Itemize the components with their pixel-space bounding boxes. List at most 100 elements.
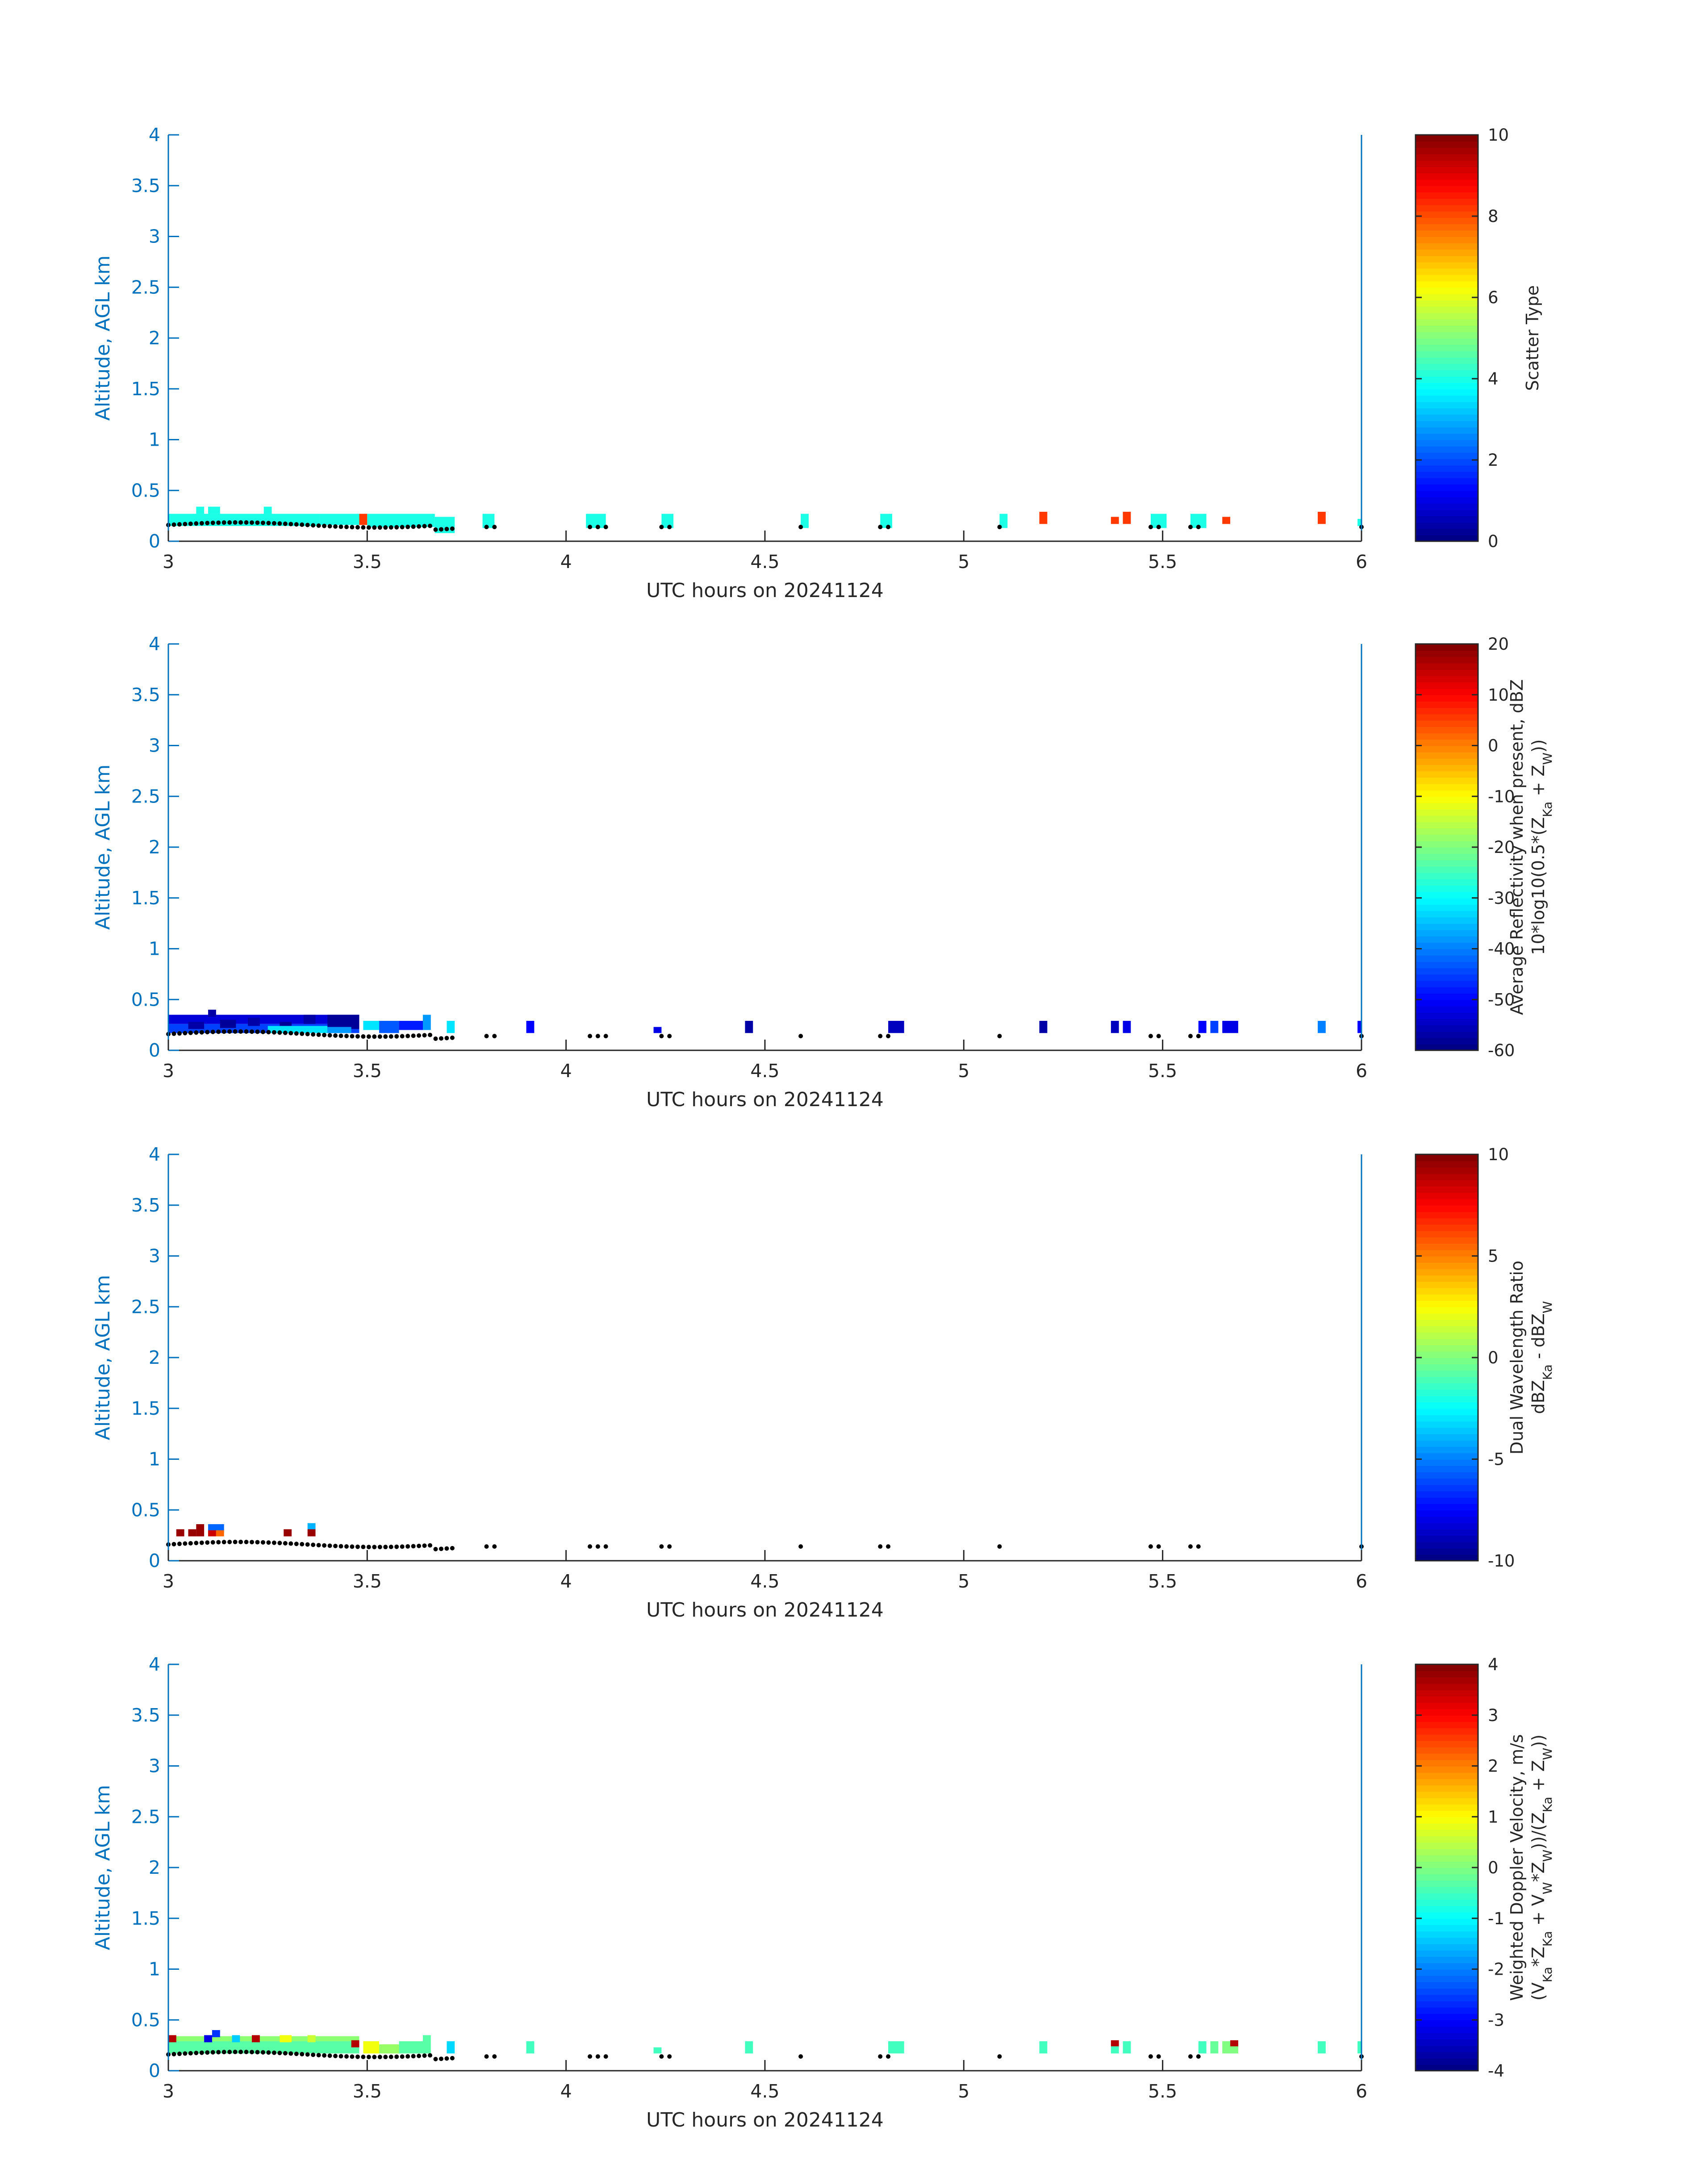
colorbar-segment xyxy=(1416,255,1478,263)
colorbar-segment xyxy=(1416,891,1478,898)
altitude-dot xyxy=(316,523,321,528)
altitude-dot xyxy=(484,2054,489,2059)
colorbar-segment xyxy=(1416,1823,1478,1830)
colorbar-segment xyxy=(1416,389,1478,396)
colorbar-segment xyxy=(1416,167,1478,174)
heatmap-cell xyxy=(212,2030,220,2037)
colorbar-segment xyxy=(1416,414,1478,421)
colorbar-segment xyxy=(1416,1880,1478,1887)
altitude-dot xyxy=(183,1031,188,1036)
colorbar-segment xyxy=(1416,1262,1478,1269)
colorbar-segment xyxy=(1416,2052,1478,2059)
altitude-dot xyxy=(377,525,382,530)
heatmap-cell xyxy=(447,1021,455,1033)
altitude-dot xyxy=(444,2056,449,2061)
colorbar-segment xyxy=(1416,471,1478,478)
altitude-dot xyxy=(266,521,271,526)
altitude-dot xyxy=(344,1544,349,1549)
x-tick-label: 6 xyxy=(1356,2081,1367,2102)
heatmap-cell xyxy=(284,1529,292,1537)
colorbar-tick-label: -5 xyxy=(1488,1450,1504,1469)
altitude-dot xyxy=(227,2050,232,2055)
altitude-dot xyxy=(1188,1034,1193,1039)
colorbar-segment xyxy=(1416,459,1478,466)
colorbar-segment xyxy=(1416,752,1478,759)
colorbar-segment xyxy=(1416,1899,1478,1906)
colorbar-segment xyxy=(1416,1842,1478,1849)
heatmap-cell xyxy=(307,1523,316,1529)
colorbar-segment xyxy=(1416,224,1478,231)
altitude-dot xyxy=(322,2053,327,2058)
altitude-dot xyxy=(311,1542,316,1547)
altitude-dot xyxy=(428,523,433,528)
colorbar-tick-label: -1 xyxy=(1488,1909,1504,1928)
colorbar-segment xyxy=(1416,1548,1478,1555)
altitude-dot xyxy=(283,1030,288,1035)
altitude-dot xyxy=(484,1544,489,1549)
y-tick-label: 4 xyxy=(149,1144,160,1165)
altitude-dot xyxy=(294,1031,299,1036)
altitude-dot xyxy=(422,1033,427,1038)
altitude-dot xyxy=(250,520,255,525)
colorbar-segment xyxy=(1416,809,1478,816)
colorbar-segment xyxy=(1416,1835,1478,1843)
altitude-dot xyxy=(411,524,416,529)
altitude-dot xyxy=(177,1031,182,1036)
x-tick-label: 3.5 xyxy=(353,551,382,572)
colorbar-segment xyxy=(1416,1396,1478,1403)
colorbar-segment xyxy=(1416,688,1478,695)
heatmap-cell xyxy=(307,1529,316,1537)
altitude-dot xyxy=(798,525,803,530)
altitude-dot xyxy=(238,2049,243,2054)
altitude-dot xyxy=(659,1544,664,1549)
colorbar-segment xyxy=(1416,1963,1478,1970)
altitude-dot xyxy=(288,2051,293,2056)
altitude-dot xyxy=(377,2055,382,2060)
altitude-dot xyxy=(177,2052,182,2056)
colorbar-segment xyxy=(1416,993,1478,1000)
colorbar-segment xyxy=(1416,205,1478,212)
altitude-dot xyxy=(595,1034,600,1039)
colorbar-segment xyxy=(1416,211,1478,218)
altitude-dot xyxy=(383,525,388,530)
colorbar-segment xyxy=(1416,879,1478,886)
altitude-dot xyxy=(411,2054,416,2059)
altitude-dot xyxy=(227,1029,232,1034)
heatmap-cell xyxy=(263,506,272,514)
colorbar-frame xyxy=(1415,134,1479,542)
colorbar-segment xyxy=(1416,1307,1478,1314)
altitude-dot xyxy=(322,523,327,528)
x-tick-label: 5.5 xyxy=(1148,2081,1177,2102)
heatmap-cell xyxy=(319,514,359,525)
x-tick-label: 4.5 xyxy=(750,1060,779,1082)
colorbar-segment xyxy=(1416,1931,1478,1938)
altitude-dot xyxy=(255,1029,260,1034)
altitude-dot xyxy=(188,1541,193,1546)
altitude-dot xyxy=(997,1544,1002,1549)
altitude-dot xyxy=(444,1036,449,1040)
altitude-dot xyxy=(327,524,332,529)
colorbar-segment xyxy=(1416,2045,1478,2052)
altitude-dot xyxy=(350,525,355,530)
colorbar-segment xyxy=(1416,1154,1478,1162)
colorbar-tick-label: 8 xyxy=(1488,207,1499,226)
colorbar-segment xyxy=(1416,1529,1478,1536)
x-tick-label: 3 xyxy=(163,2081,174,2102)
x-tick-label: 4.5 xyxy=(750,2081,779,2102)
colorbar-segment xyxy=(1416,822,1478,829)
colorbar-segment xyxy=(1416,528,1478,535)
x-tick-label: 3.5 xyxy=(353,2081,382,2102)
altitude-dot xyxy=(333,1543,338,1548)
altitude-dot xyxy=(405,1544,410,1549)
altitude-dot xyxy=(355,2054,360,2059)
altitude-dot xyxy=(450,1035,455,1040)
x-tick-label: 5 xyxy=(958,1060,969,1082)
altitude-dot xyxy=(361,1034,366,1039)
panel-1: 0 0.5 1 1.5 2 2.5 3 3.5 4 3 3.5 4 4.5 5 5.5 6 UTC hours … xyxy=(92,124,1542,602)
colorbar-tick-label: 0 xyxy=(1488,1858,1499,1877)
colorbar-segment xyxy=(1416,1383,1478,1390)
colorbar: 0 2 4 6 8 10 Scatter Type xyxy=(1415,125,1542,551)
altitude-dot xyxy=(194,1541,199,1546)
altitude-dot xyxy=(350,2054,355,2059)
colorbar-segment xyxy=(1416,739,1478,746)
